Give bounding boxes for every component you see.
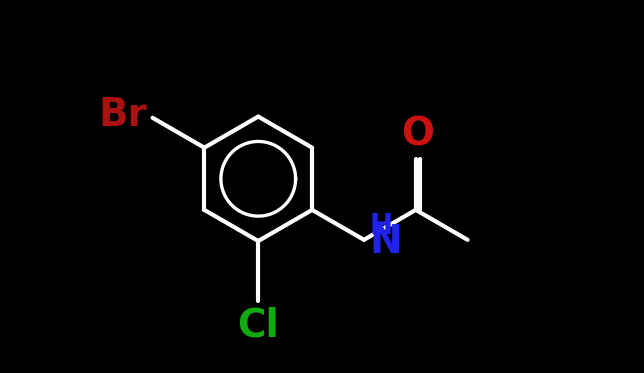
Text: Cl: Cl — [238, 307, 279, 345]
Text: Br: Br — [98, 96, 147, 134]
Text: O: O — [401, 115, 434, 153]
Text: N: N — [370, 223, 402, 261]
Text: H: H — [370, 212, 393, 241]
